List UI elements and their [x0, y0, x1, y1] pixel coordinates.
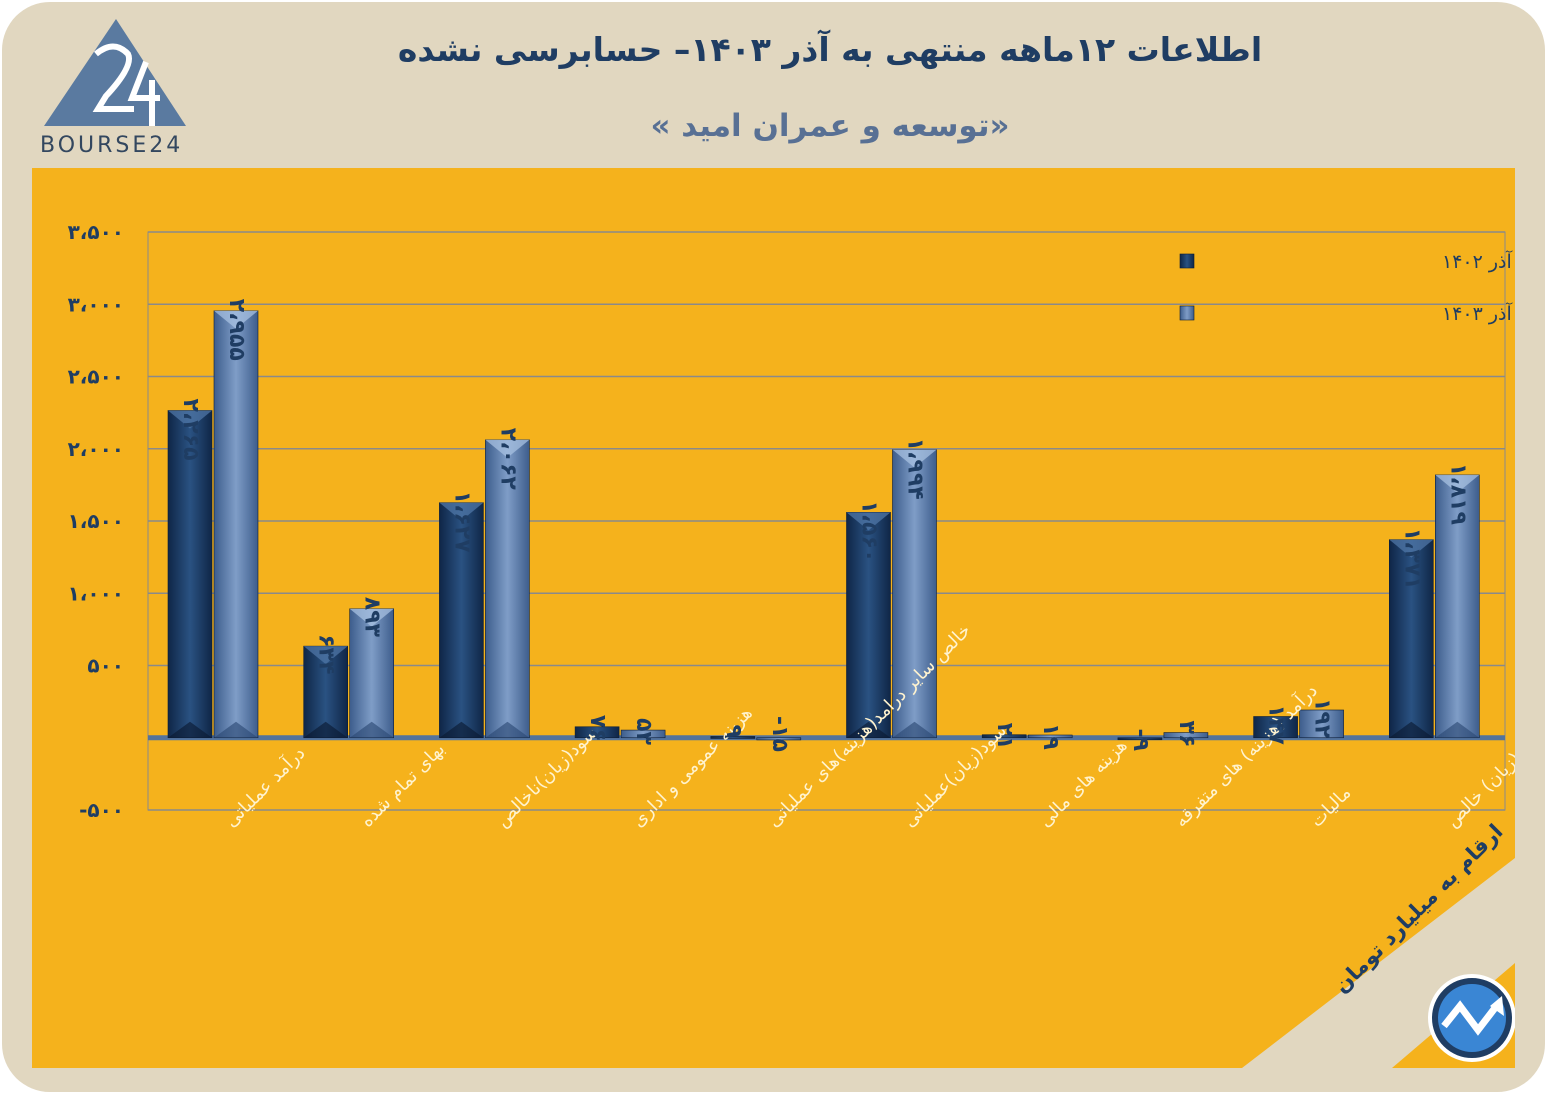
data-label: ۱،۸۱۹: [1445, 463, 1470, 525]
bourse24-logo: [44, 19, 186, 126]
bar-bevel-top: [168, 410, 212, 429]
data-label: ۶۳۴: [314, 634, 339, 674]
bar-bevel-bottom: [1389, 721, 1434, 738]
category-label: درآمد (هزینه) های متفرقه: [1169, 679, 1322, 832]
y-tick-label: ۱،۵۰۰: [68, 509, 124, 533]
y-tick-label: -۵۰۰: [79, 798, 124, 822]
bar-bevel-bottom: [349, 721, 394, 738]
data-label: ۲۱: [992, 723, 1017, 750]
bar-bevel-top: [214, 310, 258, 329]
data-label: ۱،۵۶۰: [857, 500, 882, 562]
bar-bevel-top: [303, 646, 348, 665]
category-label: درآمد عملیاتی: [219, 741, 309, 831]
y-tick-label: ۵۰۰: [87, 654, 124, 678]
category-label: مالیات: [1306, 782, 1355, 831]
data-label: ۱،۹۹۴: [903, 438, 928, 500]
bar-bevel-top: [1435, 474, 1480, 493]
bar-1402: [981, 734, 1027, 739]
bar-1403: [756, 737, 802, 741]
data-label: ۱۴۷: [1264, 705, 1289, 746]
bar-bevel-top: [439, 502, 484, 521]
chart-title: اطلاعات ۱۲ماهه منتهی به آذر ۱۴۰۳– حسابرس…: [397, 30, 1263, 69]
chart-panel: -۵۰۰ ۵۰۰ ۱،۰۰۰ ۱،۵۰۰ ۲،۰۰۰ ۲،۵۰۰ ۳،۰۰۰ ۳،۵۰۰ ۲،…: [32, 168, 1515, 1068]
bar-1403: [349, 608, 395, 739]
y-tick-label: ۱،۰۰۰: [68, 581, 124, 605]
bar-bevel-top: [1389, 539, 1434, 558]
bar-1402: [439, 502, 484, 739]
bar-bevel-bottom: [214, 721, 258, 738]
bar-1403: [213, 310, 259, 739]
legend-label: عملکرد منتهی به آذر ۱۴۰۳: [1442, 301, 1515, 325]
data-label: ۳۶: [1174, 721, 1199, 748]
bar-1402: [710, 736, 756, 739]
y-tick-label: ۲،۰۰۰: [68, 437, 124, 461]
bar-1402: [1389, 539, 1434, 739]
trend-icon: [1428, 974, 1515, 1062]
bar-bevel-top: [485, 439, 530, 458]
bar-1402: [1117, 737, 1163, 741]
data-label: ۱،۶۲۷: [449, 491, 474, 554]
bar-1403: [485, 439, 530, 739]
data-label: -۹: [1128, 728, 1153, 751]
bar-bevel-bottom: [439, 721, 484, 738]
bar-bevel-bottom: [892, 721, 937, 738]
logo-text: BOURSE24: [40, 133, 184, 158]
data-label: ۵۳: [631, 718, 656, 745]
bar-bevel-bottom: [846, 721, 891, 738]
bar-1402: [846, 512, 891, 739]
data-label: ۲،۰۶۲: [495, 428, 520, 491]
bar-chart: -۵۰۰ ۵۰۰ ۱،۰۰۰ ۱،۵۰۰ ۲،۰۰۰ ۲،۵۰۰ ۳،۰۰۰ ۳،۵۰۰ ۲،…: [68, 220, 1515, 1068]
bar-1403: [1163, 732, 1209, 739]
bar-1402: [167, 410, 213, 739]
bar-bevel-top: [892, 449, 937, 468]
data-label: ۲،۲۶۵: [178, 398, 203, 460]
data-label: ۱۹۲: [1310, 698, 1335, 739]
data-label: ۱۹: [1038, 723, 1063, 750]
bar-bevel-bottom: [1435, 721, 1480, 738]
data-label: ۱،۳۷۱: [1399, 528, 1424, 590]
data-label: ۹: [721, 724, 746, 737]
bar-1402: [1253, 716, 1298, 739]
bar-bevel-top: [846, 512, 891, 531]
bar-bevel-bottom: [168, 721, 212, 738]
bar-bevel-top: [349, 608, 394, 627]
bar-1403: [1027, 734, 1073, 739]
y-tick-label: ۳،۵۰۰: [68, 220, 124, 244]
y-tick-label: ۲،۵۰۰: [68, 365, 124, 389]
category-label: بهای تمام شده: [356, 739, 449, 832]
data-label: ۷۶: [585, 715, 610, 742]
chart-subtitle: «توسعه و عمران امید »: [650, 108, 1010, 144]
legend-label: عملکرد منتهی به آذر ۱۴۰۲: [1442, 249, 1515, 273]
legend-swatch: [1179, 305, 1195, 321]
data-label: -۱۵: [767, 716, 792, 752]
data-label: ۲،۹۵۵: [224, 299, 249, 361]
y-tick-label: ۳،۰۰۰: [68, 292, 124, 316]
bar-1403: [620, 729, 666, 739]
bar-bevel-bottom: [303, 721, 348, 738]
bar-1403: [892, 449, 937, 739]
category-label: سود(زیان) خالص: [1442, 726, 1515, 832]
bar-1402: [574, 726, 620, 739]
legend-swatch: [1179, 253, 1195, 269]
data-label: ۸۹۳: [360, 597, 385, 638]
bar-bevel-bottom: [485, 721, 530, 738]
bar-1403: [1299, 709, 1344, 739]
